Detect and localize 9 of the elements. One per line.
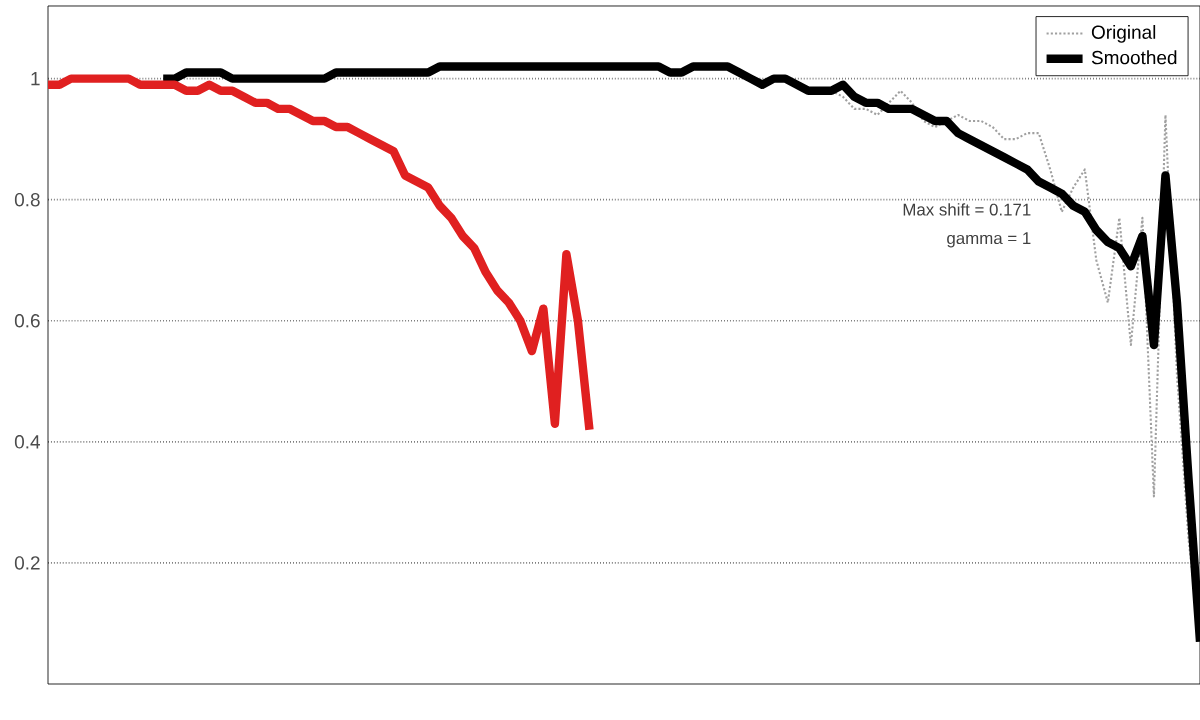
annotation: Max shift = 0.171 bbox=[903, 203, 1031, 216]
y-tick-label: 0.8 bbox=[14, 192, 40, 207]
annotation: gamma = 1 bbox=[947, 232, 1031, 248]
y-tick-label: 0.6 bbox=[14, 314, 40, 328]
y-tick-label: 0.2 bbox=[14, 556, 40, 570]
legend-label: Smoothed bbox=[1091, 50, 1177, 65]
legend-label: Original bbox=[1091, 25, 1156, 43]
y-tick-label: 0.4 bbox=[14, 435, 40, 449]
y-tick-label: 1 bbox=[31, 72, 40, 86]
